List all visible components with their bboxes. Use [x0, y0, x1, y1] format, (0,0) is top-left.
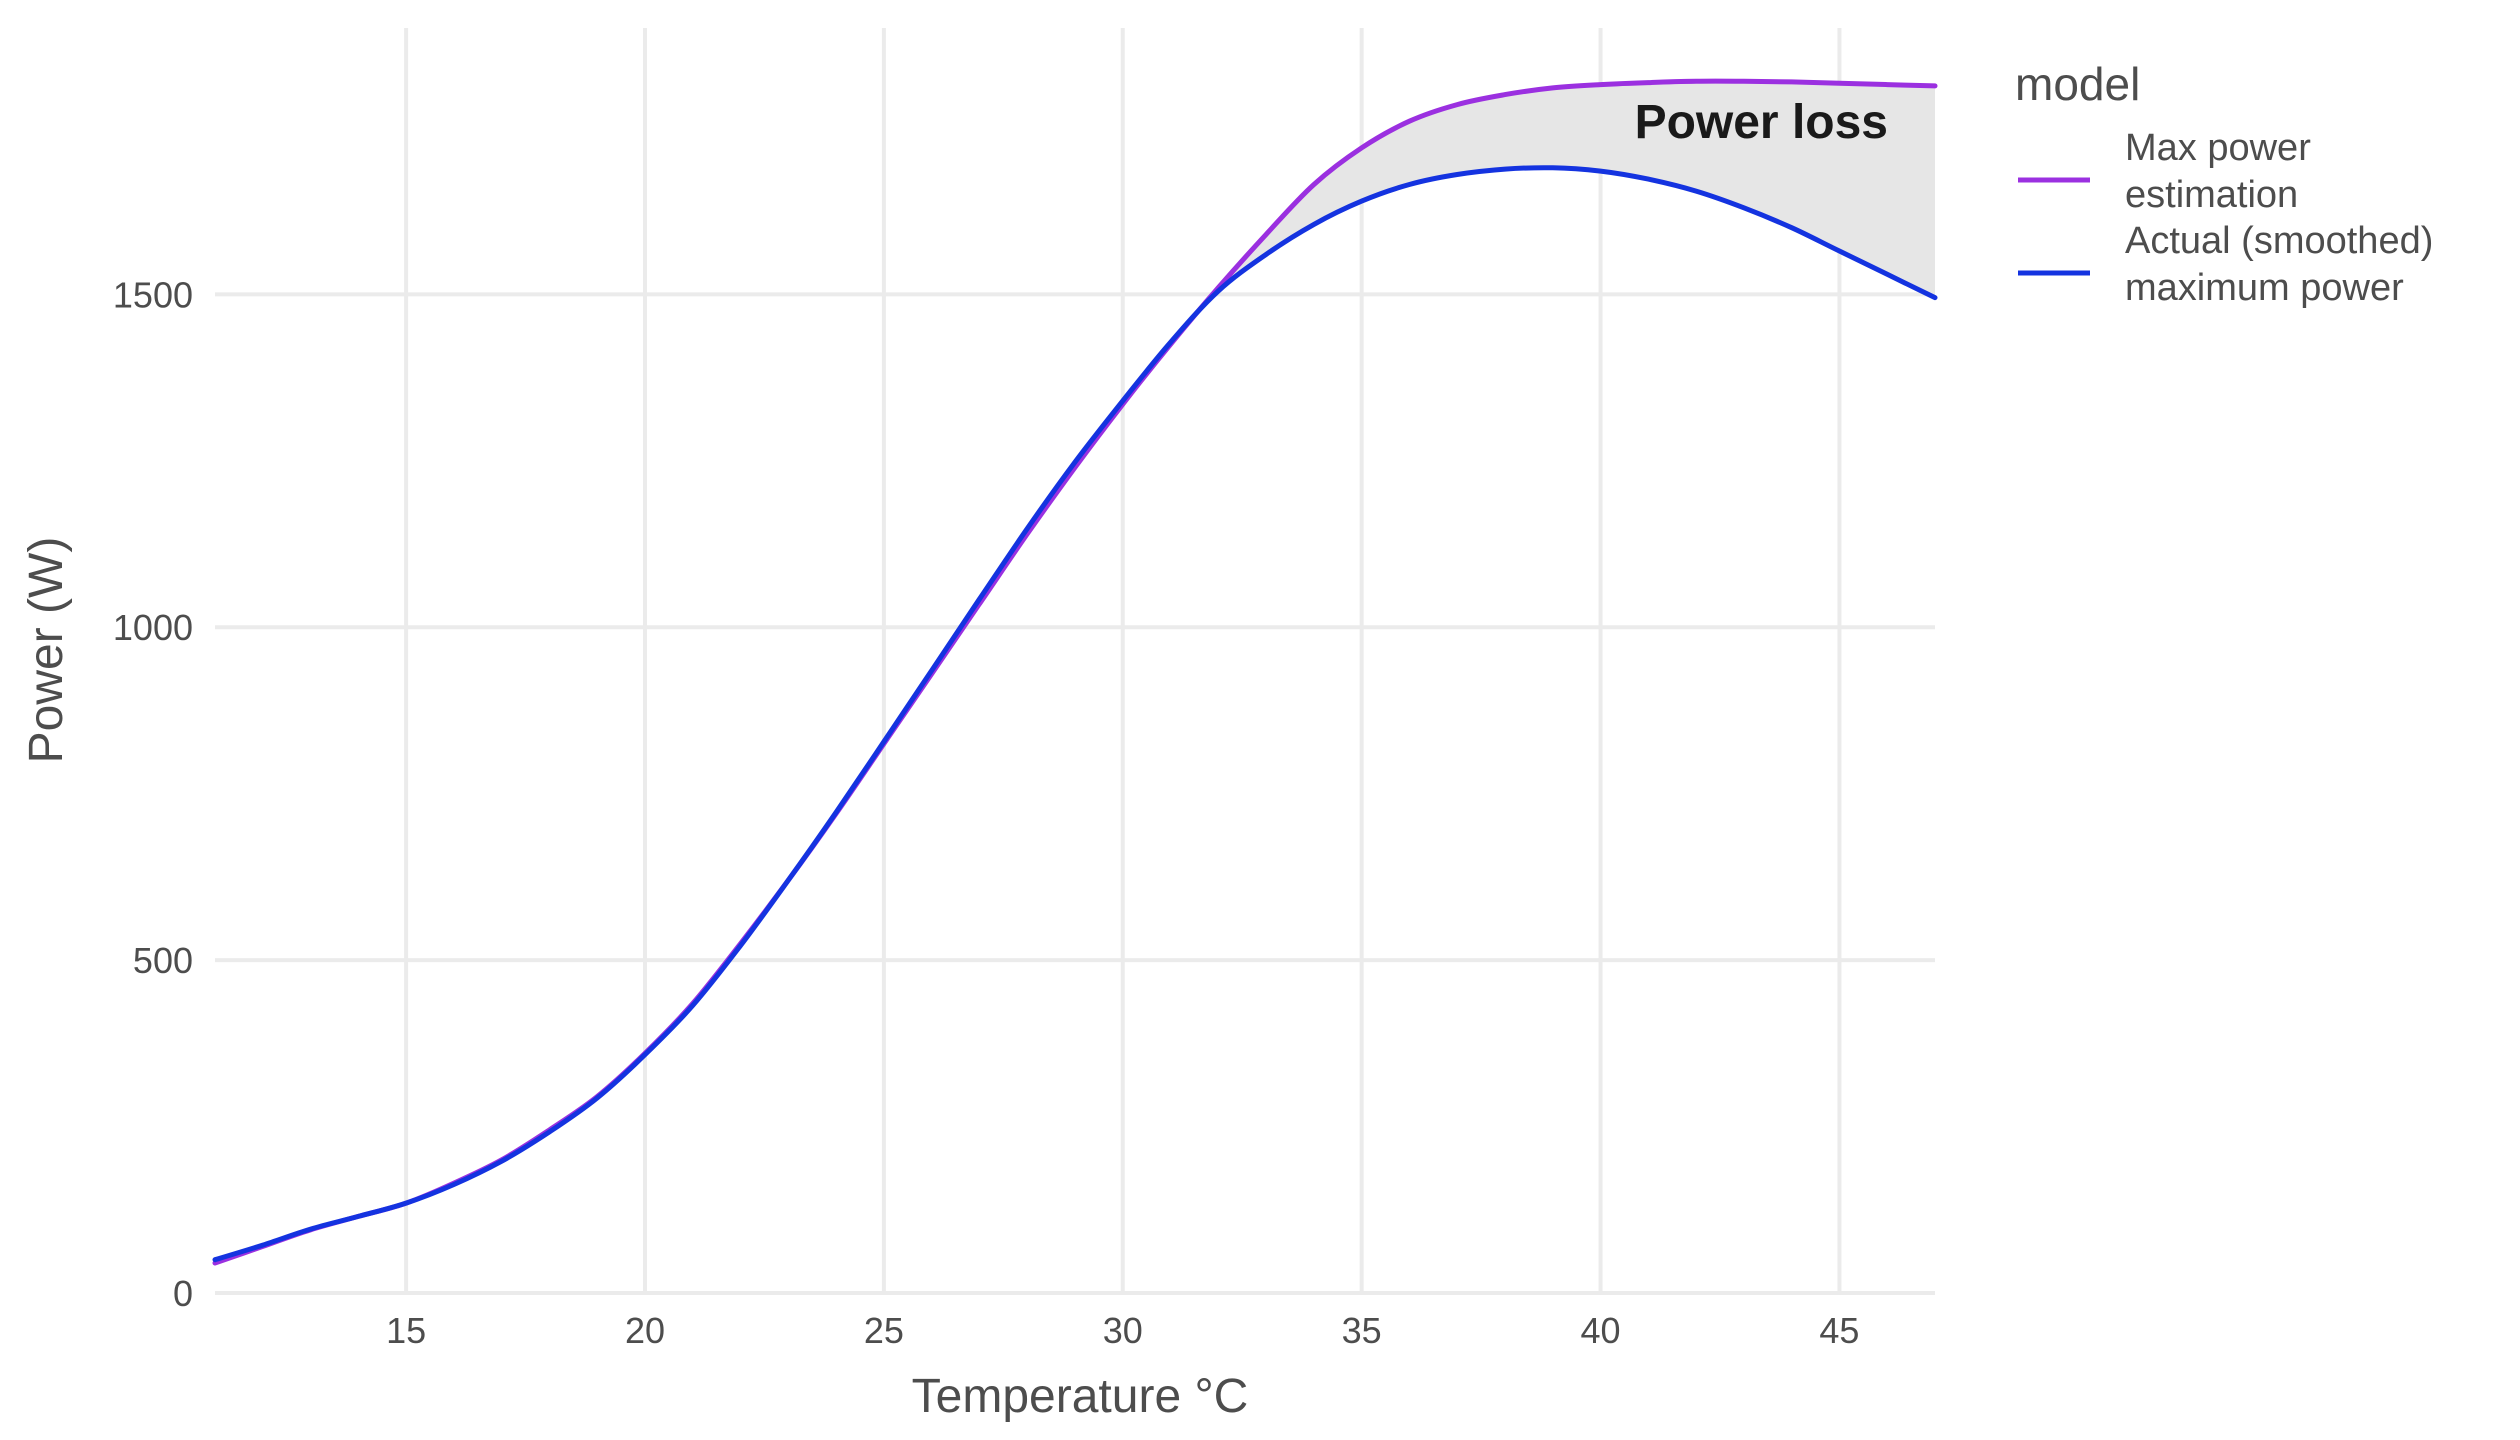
legend-label-0-line-1: estimation	[2125, 174, 2298, 216]
y-tick-label-0: 0	[173, 1273, 193, 1314]
series-line-1	[212, 165, 1938, 1263]
x-axis-title: Temperature °C	[912, 1370, 1249, 1423]
legend-label-1: Actual (smoothed) maximum power	[2125, 220, 2433, 309]
series-layer	[212, 78, 1938, 1266]
x-tick-label-40: 40	[1581, 1310, 1621, 1351]
x-tick-label-30: 30	[1103, 1310, 1143, 1351]
legend-label-1-line-0: Actual (smoothed)	[2125, 220, 2433, 262]
legend-label-0: Max power estimation	[2125, 127, 2311, 216]
band-layer	[1218, 81, 1935, 298]
x-tick-label-15: 15	[386, 1310, 426, 1351]
x-tick-label-20: 20	[625, 1310, 665, 1351]
annotation-power-loss: Power loss	[1635, 96, 1888, 149]
tick-layer: 15 20 25 30 35 40 45 0 500 1000 1500	[113, 274, 1860, 1351]
y-tick-label-1000: 1000	[113, 607, 193, 648]
legend-label-0-line-0: Max power	[2125, 127, 2311, 169]
y-axis-title: Power (W)	[20, 537, 73, 764]
y-tick-label-500: 500	[133, 940, 193, 981]
x-tick-label-25: 25	[864, 1310, 904, 1351]
power-loss-band	[1218, 81, 1935, 298]
y-tick-label-1500: 1500	[113, 274, 193, 315]
legend-title: model	[2015, 58, 2140, 110]
x-tick-label-45: 45	[1819, 1310, 1859, 1351]
grid-layer	[215, 28, 1935, 1295]
legend-label-1-line-1: maximum power	[2125, 267, 2404, 309]
x-tick-label-35: 35	[1342, 1310, 1382, 1351]
series-line-0	[212, 78, 1938, 1266]
